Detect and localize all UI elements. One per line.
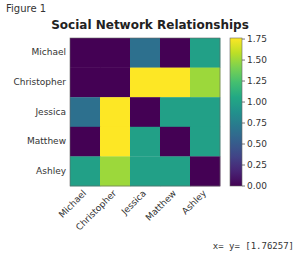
colorbar-tick (242, 144, 245, 145)
colorbar-tick-label: 0.25 (247, 160, 267, 170)
cell (190, 68, 220, 98)
cell (190, 38, 220, 68)
y-tick-label: Matthew (27, 136, 66, 146)
cell (100, 97, 130, 127)
colorbar-tick-label: 0.75 (247, 118, 267, 128)
chart: Figure 1 x= y= [1.76257] Social Network Re… (0, 0, 300, 254)
x-tick-label: Matthew (144, 188, 179, 223)
colorbar-tick (242, 39, 245, 40)
x-tick-label: Christopher (74, 188, 118, 232)
cell (70, 156, 100, 186)
colorbar-tick (242, 186, 245, 187)
x-tick-label: Jessica (119, 188, 148, 217)
cell (70, 38, 100, 68)
cell (70, 127, 100, 157)
cell (70, 97, 100, 127)
x-tick-label: Ashley (180, 188, 209, 217)
cell (160, 97, 190, 127)
annotation: x= y= [1.76257] (213, 241, 294, 251)
y-tick-label: Christopher (13, 77, 66, 87)
title: Social Network Relationships (51, 18, 249, 32)
cell (100, 68, 130, 98)
colorbar-tick-label: 0.00 (247, 181, 267, 191)
annotation: Figure 1 (6, 3, 46, 14)
y-tick-label: Ashley (36, 166, 67, 176)
cell (100, 156, 130, 186)
cell (160, 68, 190, 98)
heatmap-cells (70, 38, 220, 186)
cell (130, 68, 160, 98)
y-tick-label: Michael (32, 47, 66, 57)
colorbar (230, 38, 242, 186)
cell (190, 156, 220, 186)
cell (130, 127, 160, 157)
plot-frame (70, 38, 220, 186)
cell (70, 68, 100, 98)
colorbar-tick (242, 60, 245, 61)
cell (160, 38, 190, 68)
cell (100, 38, 130, 68)
colorbar-tick (242, 81, 245, 82)
colorbar-tick-label: 0.50 (247, 139, 267, 149)
cell (130, 38, 160, 68)
cell (160, 127, 190, 157)
cell (130, 97, 160, 127)
cell (190, 97, 220, 127)
cell (160, 156, 190, 186)
cell (100, 127, 130, 157)
y-tick-label: Jessica (34, 107, 66, 117)
colorbar-tick-label: 1.75 (247, 34, 267, 44)
cell (130, 156, 160, 186)
colorbar-tick (242, 165, 245, 166)
colorbar-tick-label: 1.25 (247, 76, 267, 86)
colorbar-tick-label: 1.00 (247, 97, 267, 107)
colorbar-tick (242, 102, 245, 103)
colorbar-tick-label: 1.50 (247, 55, 267, 65)
cell (190, 127, 220, 157)
colorbar-tick (242, 123, 245, 124)
